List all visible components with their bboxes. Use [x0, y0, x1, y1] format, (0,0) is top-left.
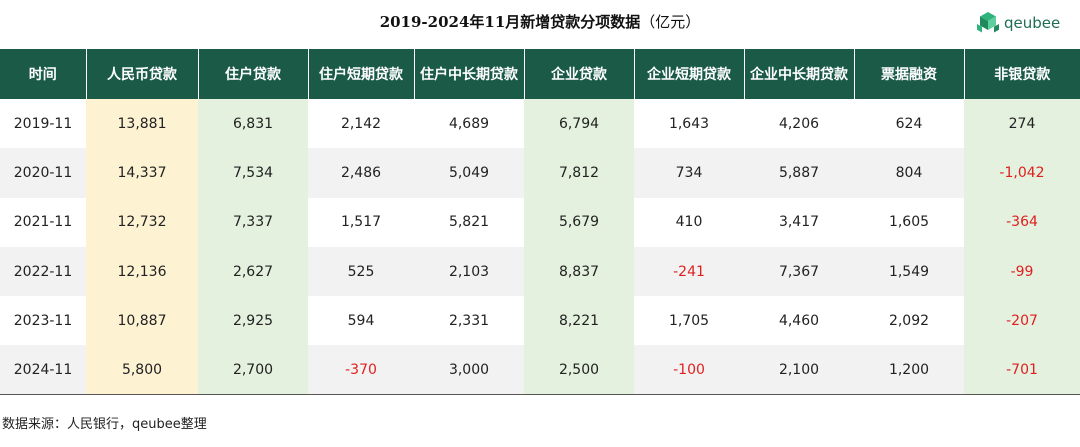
- cell-bill-financing: 2,092: [888, 312, 930, 329]
- cell-corporate-long-term: 3,417: [778, 214, 820, 231]
- cell-household-loans: 6,831: [198, 99, 308, 149]
- header-corporate-short-term: 企业短期贷款: [634, 49, 745, 99]
- cell-household-short-term: -370: [308, 345, 414, 396]
- cell-corporate-short-term: 410: [675, 214, 703, 231]
- header-rmb-loans: 人民币贷款: [86, 49, 199, 99]
- table-title: 2019-2024年11月新增贷款分项数据（亿元）: [0, 10, 1080, 34]
- cell-rmb-loans: 13,881: [86, 99, 198, 149]
- cell-corporate-loans: 6,794: [524, 99, 634, 149]
- cell-bill-financing: 1,200: [854, 345, 964, 396]
- cell-non-bank-loans: -99: [964, 246, 1080, 297]
- cell-rmb-loans: 5,800: [86, 345, 198, 396]
- cell-household-loans: 2,627: [198, 246, 308, 297]
- cell-rmb-loans: 12,136: [86, 246, 198, 297]
- qeubee-logo: qeubee: [975, 10, 1060, 36]
- header-corporate-long-term: 企业中长期贷款: [744, 49, 855, 99]
- cell-rmb-loans: 14,337: [86, 148, 198, 198]
- header-date: 时间: [0, 49, 87, 99]
- cell-household-long-term: 3,000: [414, 345, 524, 396]
- cell-corporate-long-term: 7,367: [744, 246, 854, 297]
- cell-bill-financing: 1,549: [854, 246, 964, 297]
- cell-non-bank-loans: -1,042: [964, 148, 1080, 198]
- cell-corporate-long-term: 4,460: [778, 312, 820, 329]
- cell-non-bank-loans: -364: [964, 197, 1080, 247]
- cell-date: 2023-11: [13, 312, 73, 329]
- loan-data-table: 时间 人民币贷款 住户贷款 住户短期贷款 住户中长期贷款 企业贷款 企业短期贷款 企业中长期贷…: [0, 49, 1080, 396]
- cell-household-long-term: 5,821: [448, 214, 490, 231]
- logo-text: qeubee: [1004, 14, 1061, 32]
- cell-household-long-term: 4,689: [448, 115, 490, 132]
- cell-household-short-term: 525: [308, 246, 414, 297]
- cell-corporate-long-term: 5,887: [744, 148, 854, 198]
- table-row: 2021-11 12,732 7,337 1,517 5,821 5,679 410 3,41…: [0, 197, 1080, 247]
- cell-household-short-term: 594: [347, 312, 375, 329]
- cell-bill-financing: 804: [854, 148, 964, 198]
- cell-corporate-short-term: 734: [634, 148, 744, 198]
- title-text: 2019-2024年11月新增贷款分项数据: [379, 13, 641, 31]
- cell-rmb-loans: 10,887: [86, 296, 198, 346]
- cube-logo-icon: [977, 12, 999, 33]
- cell-corporate-loans: 2,500: [524, 345, 634, 396]
- cell-corporate-short-term: 1,705: [668, 312, 710, 329]
- cell-date: 2022-11: [0, 246, 86, 297]
- cell-non-bank-loans: -701: [964, 345, 1080, 396]
- table-row: 2023-11 10,887 2,925 594 2,331 8,221 1,705 4,46…: [0, 296, 1080, 346]
- table-body: 2019-11 13,881 6,831 2,142 4,689 6,794 1,643 4,…: [0, 99, 1080, 396]
- table-row: 2024-11 5,800 2,700 -370 3,000 2,500 -100 2,100…: [0, 345, 1080, 396]
- cell-rmb-loans: 12,732: [86, 197, 198, 247]
- cell-household-short-term: 1,517: [340, 214, 382, 231]
- cell-date: 2020-11: [0, 148, 86, 198]
- cell-corporate-loans: 8,221: [524, 296, 634, 346]
- cell-corporate-long-term: 4,206: [778, 115, 820, 132]
- header-corporate-loans: 企业贷款: [524, 49, 635, 99]
- table-row: 2019-11 13,881 6,831 2,142 4,689 6,794 1,643 4,…: [0, 99, 1080, 149]
- cell-corporate-short-term: -241: [634, 246, 744, 297]
- data-source-note: 数据来源：人民银行，qeubee整理: [2, 417, 207, 432]
- cell-household-short-term: 2,142: [340, 115, 382, 132]
- cell-non-bank-loans: 274: [964, 99, 1080, 149]
- cell-corporate-loans: 8,837: [524, 246, 634, 297]
- cell-corporate-loans: 5,679: [524, 197, 634, 247]
- cell-household-long-term: 2,331: [448, 312, 490, 329]
- cell-household-short-term: 2,486: [308, 148, 414, 198]
- cell-date: 2021-11: [13, 214, 73, 231]
- cell-household-loans: 2,925: [198, 296, 308, 346]
- cell-corporate-short-term: 1,643: [668, 115, 710, 132]
- header-bill-financing: 票据融资: [854, 49, 965, 99]
- cell-date: 2019-11: [13, 115, 73, 132]
- cell-corporate-loans: 7,812: [524, 148, 634, 198]
- cell-household-loans: 2,700: [198, 345, 308, 396]
- header-non-bank-loans: 非银贷款: [964, 49, 1080, 99]
- cell-bill-financing: 1,605: [888, 214, 930, 231]
- header-household-short-term: 住户短期贷款: [308, 49, 415, 99]
- cell-household-long-term: 2,103: [414, 246, 524, 297]
- cell-non-bank-loans: -207: [964, 296, 1080, 346]
- table-row: 2020-11 14,337 7,534 2,486 5,049 7,812 734 5,88…: [0, 148, 1080, 198]
- table-header-row: 时间 人民币贷款 住户贷款 住户短期贷款 住户中长期贷款 企业贷款 企业短期贷款 企业中长期贷…: [0, 49, 1080, 99]
- cell-corporate-short-term: -100: [634, 345, 744, 396]
- title-unit: （亿元）: [640, 13, 701, 31]
- table-row: 2022-11 12,136 2,627 525 2,103 8,837 -241 7,367…: [0, 246, 1080, 297]
- cell-date: 2024-11: [0, 345, 86, 396]
- cell-bill-financing: 624: [895, 115, 923, 132]
- header-household-loans: 住户贷款: [198, 49, 309, 99]
- header-household-long-term: 住户中长期贷款: [414, 49, 525, 99]
- cell-corporate-long-term: 2,100: [744, 345, 854, 396]
- cell-household-long-term: 5,049: [414, 148, 524, 198]
- cell-household-loans: 7,337: [198, 197, 308, 247]
- cell-household-loans: 7,534: [198, 148, 308, 198]
